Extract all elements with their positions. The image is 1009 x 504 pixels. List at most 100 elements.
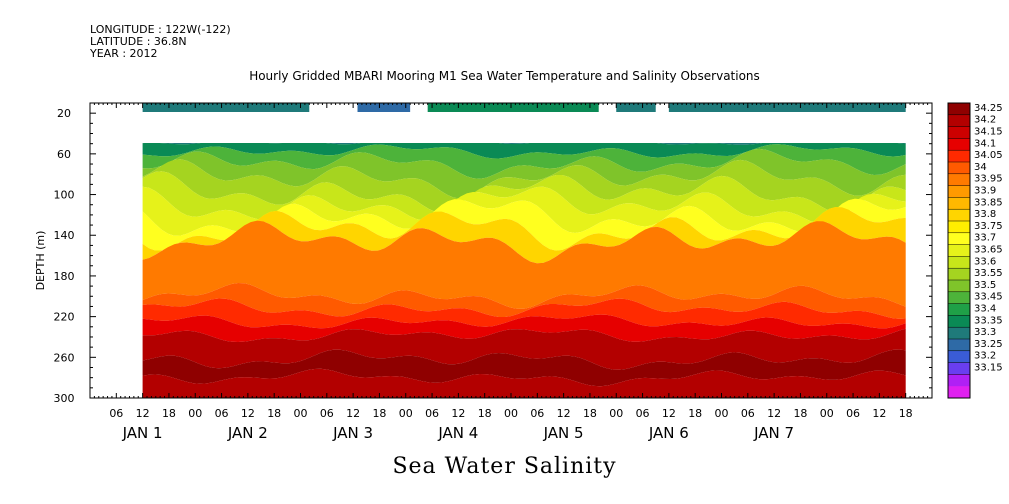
colorbar-label: 33.7 [974, 233, 996, 244]
colorbar-label: 33.25 [974, 339, 1003, 350]
x-hour-label: 12 [767, 407, 781, 420]
contour-band [142, 283, 906, 319]
x-hour-label: 12 [451, 407, 465, 420]
colorbar-swatch [948, 327, 970, 340]
colorbar-label: 33.15 [974, 363, 1003, 374]
contour-band [142, 143, 906, 145]
contour-band [142, 144, 906, 179]
x-hour-label: 06 [109, 407, 123, 420]
colorbar-label: 34 [974, 162, 987, 173]
x-hour-label: 06 [425, 407, 439, 420]
colorbar-swatch [948, 291, 970, 305]
x-hour-label: 18 [899, 407, 913, 420]
y-tick-label: 60 [57, 148, 71, 161]
colorbar-label: 33.6 [974, 256, 996, 267]
colorbar-label: 33.85 [974, 197, 1003, 208]
x-day-label: JAN 4 [437, 424, 478, 442]
colorbar-swatch [948, 162, 970, 175]
contour-band [142, 314, 906, 342]
y-tick-label: 220 [54, 311, 75, 324]
colorbar-label: 33.35 [974, 315, 1003, 326]
surface-segment [427, 103, 599, 112]
contour-band [142, 148, 906, 199]
colorbar-swatch [948, 221, 970, 234]
x-day-label: JAN 2 [227, 424, 268, 442]
x-hour-label: 06 [320, 407, 334, 420]
x-hour-label: 18 [583, 407, 597, 420]
x-hour-label: 06 [530, 407, 544, 420]
contour-band [142, 298, 906, 329]
x-day-label: JAN 7 [753, 424, 794, 442]
colorbar-label: 33.65 [974, 245, 1003, 256]
colorbar-swatch [948, 350, 970, 364]
colorbar-swatch [948, 103, 970, 116]
colorbar-swatch [948, 386, 970, 399]
x-hour-label: 00 [715, 407, 729, 420]
salinity-contour-bands [142, 143, 906, 398]
y-tick-label: 140 [54, 229, 75, 242]
colorbar-swatch [948, 280, 970, 293]
x-hour-label: 18 [267, 407, 281, 420]
colorbar-label: 33.2 [974, 351, 996, 362]
surface-segment [357, 103, 411, 112]
colorbar-swatch [948, 197, 970, 210]
colorbar-label: 33.75 [974, 221, 1003, 232]
x-hour-label: 18 [372, 407, 386, 420]
colorbar-swatch [948, 374, 970, 387]
colorbar-label: 34.25 [974, 103, 1003, 114]
x-day-label: JAN 1 [122, 424, 163, 442]
colorbar-label: 33.45 [974, 292, 1003, 303]
colorbar-swatch [948, 268, 970, 281]
colorbar-label: 33.3 [974, 327, 996, 338]
x-hour-label: 00 [504, 407, 518, 420]
x-hour-label: 12 [872, 407, 886, 420]
colorbar-label: 33.95 [974, 174, 1003, 185]
colorbar-swatch [948, 244, 970, 257]
contour-band [142, 220, 906, 309]
surface-segment [142, 103, 310, 112]
contour-band [142, 171, 906, 224]
colorbar-swatch [948, 339, 970, 352]
colorbar-label: 33.9 [974, 186, 996, 197]
colorbar-swatch [948, 126, 970, 139]
contour-band [142, 368, 906, 398]
y-tick-label: 100 [54, 189, 75, 202]
contour-band [142, 328, 906, 370]
y-tick-label: 180 [54, 270, 75, 283]
colorbar-swatch [948, 150, 970, 163]
y-tick-label: 260 [54, 351, 75, 364]
colorbar-swatch [948, 209, 970, 222]
x-day-label: JAN 3 [332, 424, 373, 442]
x-hour-label: 00 [820, 407, 834, 420]
colorbar-label: 34.05 [974, 150, 1003, 161]
colorbar-swatch [948, 315, 970, 328]
x-hour-label: 06 [215, 407, 229, 420]
colorbar-label: 33.8 [974, 209, 996, 220]
x-hour-label: 12 [136, 407, 150, 420]
x-hour-label: 18 [478, 407, 492, 420]
y-axis-label: DEPTH (m) [34, 231, 47, 291]
colorbar-label: 33.55 [974, 268, 1003, 279]
colorbar-label: 34.2 [974, 115, 996, 126]
colorbar: 34.2534.234.1534.134.053433.9533.933.853… [947, 102, 1003, 399]
y-tick-label: 300 [54, 392, 75, 405]
surface-segment [879, 103, 906, 112]
x-hour-label: 06 [846, 407, 860, 420]
x-hour-label: 18 [688, 407, 702, 420]
colorbar-label: 33.5 [974, 280, 996, 291]
colorbar-swatch [948, 232, 970, 246]
x-hour-label: 00 [399, 407, 413, 420]
chart-title: Hourly Gridded MBARI Mooring M1 Sea Wate… [249, 69, 760, 83]
contour-band [142, 198, 906, 251]
x-hour-label: 18 [162, 407, 176, 420]
contour-band [142, 159, 906, 214]
colorbar-label: 33.4 [974, 304, 996, 315]
contour-band [142, 143, 906, 159]
x-day-label: JAN 6 [648, 424, 689, 442]
colorbar-label: 34.15 [974, 127, 1003, 138]
colorbar-label: 34.1 [974, 138, 996, 149]
colorbar-swatch [948, 303, 970, 316]
colorbar-swatch [948, 256, 970, 269]
x-hour-label: 12 [241, 407, 255, 420]
